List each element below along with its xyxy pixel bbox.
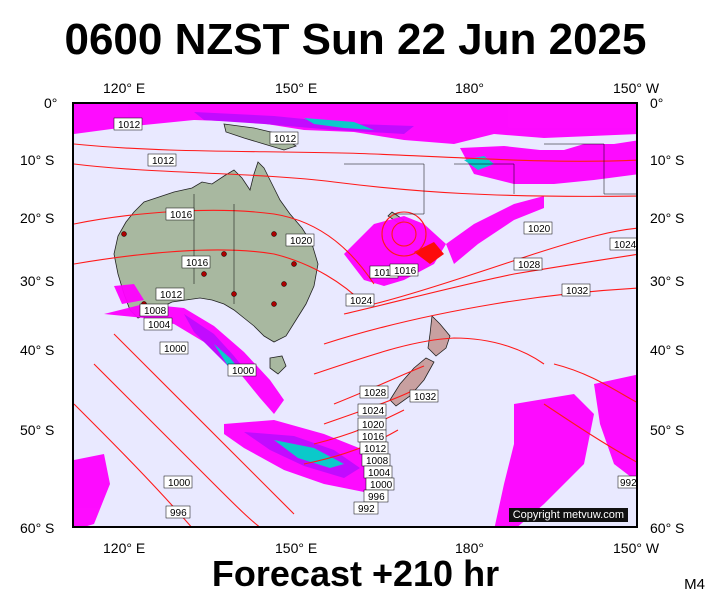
isobar-label-text: 1008 <box>366 456 389 467</box>
land-nz-south <box>389 357 435 407</box>
isobar-label-text: 996 <box>170 508 187 519</box>
lon-label-150w-top: 150° W <box>613 80 660 96</box>
isobar-label: 1016 <box>357 429 387 443</box>
isobar-label: 1012 <box>147 153 177 167</box>
isobar-label-text: 1012 <box>274 134 297 145</box>
model-label: M4 <box>684 576 705 593</box>
isobar-label: 1000 <box>227 363 257 377</box>
lon-label-150w-bottom: 150° W <box>613 540 660 556</box>
isobar-label-text: 1000 <box>164 344 187 355</box>
isobar-label: 1012 <box>359 441 389 455</box>
isobar-label: 1000 <box>159 341 189 355</box>
isobar-label: 1000 <box>365 477 395 491</box>
isobar-label-text: 1016 <box>170 210 193 221</box>
isobar-label: 1008 <box>139 303 169 317</box>
isobar-label-text: 1012 <box>364 444 387 455</box>
isobar-label: 1016 <box>165 207 195 221</box>
lat-label-40s-right: 40° S <box>650 342 685 358</box>
isobar-label: 1028 <box>513 257 543 271</box>
isobar-label-text: 1032 <box>566 286 589 297</box>
lat-label-10s-left: 10° S <box>20 152 55 168</box>
isobar-label-text: 1024 <box>362 406 385 417</box>
isobar-label-text: 1012 <box>160 290 183 301</box>
isobar-label-text: 1012 <box>374 268 397 279</box>
isobar-label: 1024 <box>357 403 387 417</box>
isobar-label: 1000 <box>163 475 193 489</box>
isobar-label: 1032 <box>409 389 439 403</box>
lon-label-150e-top: 150° E <box>275 80 318 96</box>
isobar-label-text: 1028 <box>518 260 541 271</box>
isobar-label: 1020 <box>285 233 315 247</box>
isobar-labels: 1012 1012 1012 1016 1016 1020 1012 1008 … <box>113 117 637 519</box>
isobar-label-text: 1020 <box>290 236 313 247</box>
isobar-label: 1028 <box>359 385 389 399</box>
isobar-label: 1012 <box>269 131 299 145</box>
lat-label-60s-right: 60° S <box>650 520 685 536</box>
lat-label-50s-left: 50° S <box>20 422 55 438</box>
isobar-label-text: 1024 <box>350 296 373 307</box>
lat-label-30s-right: 30° S <box>650 273 685 289</box>
isobar-layer <box>74 143 636 526</box>
isobar-label-text: 1028 <box>364 388 387 399</box>
isobar-label: 1024 <box>609 237 637 251</box>
isobar-label: 1032 <box>561 283 591 297</box>
lon-label-180-top: 180° <box>455 80 484 96</box>
isobar-label-text: 1032 <box>414 392 437 403</box>
isobar-label-text: 1012 <box>118 120 141 131</box>
isobar-label-text: 992 <box>358 504 375 515</box>
forecast-label: Forecast +210 hr <box>211 553 500 594</box>
lat-label-60s-left: 60° S <box>20 520 55 536</box>
isobar-label-text: 1016 <box>394 266 417 277</box>
lat-label-20s-left: 20° S <box>20 210 55 226</box>
isobar-label: 1004 <box>143 317 173 331</box>
isobar-label: 1004 <box>363 465 393 479</box>
lat-label-10s-right: 10° S <box>650 152 685 168</box>
isobar-label-text: 1000 <box>232 366 255 377</box>
land-tasmania <box>269 355 287 375</box>
lon-label-150e-bottom: 150° E <box>275 540 318 556</box>
copyright-label: Copyright metvuw.com <box>508 508 628 522</box>
isobar-label: 996 <box>165 505 191 519</box>
rainfall-layer <box>74 104 636 526</box>
lat-label-30s-left: 30° S <box>20 273 55 289</box>
lat-label-50s-right: 50° S <box>650 422 685 438</box>
isobar-label: 1020 <box>357 417 387 431</box>
weather-map: 1012 1012 1012 1016 1016 1020 1012 1008 … <box>72 102 638 528</box>
isobar-label: 1012 <box>113 117 143 131</box>
map-title: 0600 NZST Sun 22 Jun 2025 <box>64 15 647 64</box>
land-nz-north <box>427 315 451 357</box>
isobar-label: 1016 <box>389 263 419 277</box>
isobar-label: 1024 <box>345 293 375 307</box>
isobar-label-text: 996 <box>368 492 385 503</box>
isobar-label-text: 1016 <box>186 258 209 269</box>
isobar-label-text: 1004 <box>148 320 171 331</box>
isobar-label-text: 1024 <box>614 240 637 251</box>
isobar-label-text: 1016 <box>362 432 385 443</box>
isobar-label: 992 <box>617 475 637 489</box>
lat-label-0-left: 0° <box>44 95 58 111</box>
isobar-label: 1008 <box>361 453 391 467</box>
isobar-label-text: 1000 <box>370 480 393 491</box>
isobar-label: 992 <box>353 501 379 515</box>
isobar-label: 996 <box>363 489 389 503</box>
isobar-label-text: 1020 <box>528 224 551 235</box>
isobar-label-text: 1020 <box>362 420 385 431</box>
isobar-label-text: 992 <box>620 478 637 489</box>
isobar-label: 1012 <box>155 287 185 301</box>
lat-label-40s-left: 40° S <box>20 342 55 358</box>
isobar-label-text: 1004 <box>368 468 391 479</box>
lat-label-0-right: 0° <box>650 95 664 111</box>
isobar-label-text: 1012 <box>152 156 175 167</box>
map-canvas: 1012 1012 1012 1016 1016 1020 1012 1008 … <box>74 104 637 526</box>
lon-label-120e-bottom: 120° E <box>103 540 146 556</box>
lon-label-180-bottom: 180° <box>455 540 484 556</box>
lon-label-120e-top: 120° E <box>103 80 146 96</box>
isobar-label: 1016 <box>181 255 211 269</box>
isobar-label: 1020 <box>523 221 553 235</box>
isobar-label-text: 1000 <box>168 478 191 489</box>
isobar-label-text: 1008 <box>144 306 167 317</box>
lat-label-20s-right: 20° S <box>650 210 685 226</box>
